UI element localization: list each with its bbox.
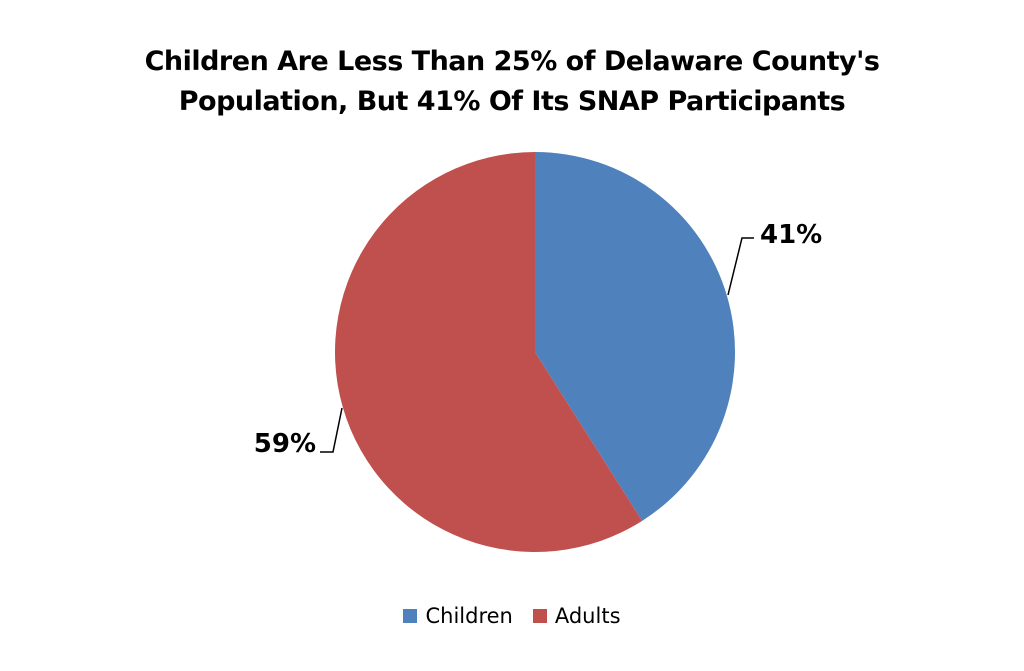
leader-line-children <box>727 237 754 296</box>
legend-swatch-adults <box>532 609 547 623</box>
legend-label-adults: Adults <box>554 604 621 628</box>
legend: Children Adults <box>0 604 1024 628</box>
pie-slice-adults <box>334 152 643 553</box>
legend-item-adults: Adults <box>532 604 621 628</box>
legend-swatch-children <box>403 609 418 623</box>
chart-title: Children Are Less Than 25% of Delaware C… <box>0 42 1024 122</box>
chart-title-line-1: Children Are Less Than 25% of Delaware C… <box>144 46 880 77</box>
legend-item-children: Children <box>403 604 513 628</box>
chart-title-line-2: Population, But 41% Of Its SNAP Particip… <box>178 86 846 117</box>
legend-label-children: Children <box>425 604 513 628</box>
pie-slice-children <box>535 152 735 521</box>
leader-line-adults <box>320 407 343 453</box>
data-label-adults: 59% <box>254 429 316 459</box>
data-label-children: 41% <box>760 220 822 250</box>
